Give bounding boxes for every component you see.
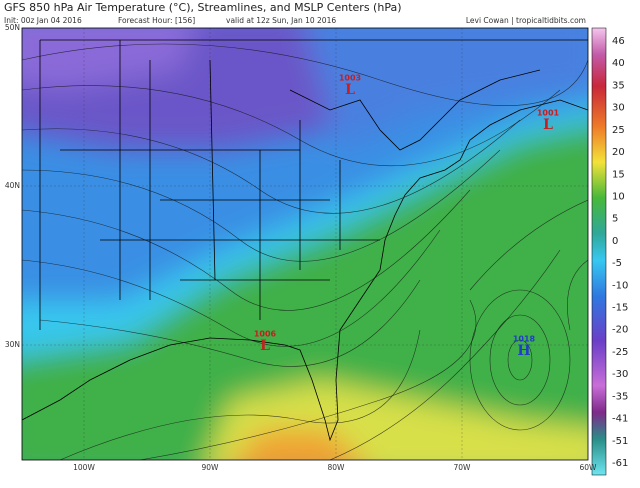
colorbar-label: 10 bbox=[612, 191, 625, 202]
title: GFS 850 hPa Air Temperature (°C), Stream… bbox=[4, 1, 402, 14]
pressure-symbol: L bbox=[345, 82, 355, 98]
map-frame bbox=[21, 27, 589, 461]
pressure-symbol: H bbox=[517, 343, 530, 359]
init-time: Init: 00z Jan 04 2016 bbox=[4, 16, 82, 25]
latitude-label: 30N bbox=[5, 340, 20, 349]
credit: Levi Cowan | tropicaltidbits.com bbox=[466, 16, 586, 25]
colorbar-label: -51 bbox=[612, 436, 628, 447]
latitude-label: 50N bbox=[5, 23, 20, 32]
colorbar-label: -30 bbox=[612, 369, 628, 380]
colorbar-label: 25 bbox=[612, 125, 625, 136]
longitude-label: 100W bbox=[73, 463, 95, 472]
colorbar-label: 15 bbox=[612, 169, 625, 180]
latitude-label: 40N bbox=[5, 181, 20, 190]
pressure-value: 1003 bbox=[339, 74, 361, 83]
pressure-value: 1018 bbox=[513, 335, 536, 344]
pressure-value: 1001 bbox=[537, 109, 560, 118]
pressure-value: 1006 bbox=[254, 330, 277, 339]
colorbar-label: 30 bbox=[612, 103, 625, 114]
colorbar-label: 5 bbox=[612, 214, 618, 225]
colorbar-label: -15 bbox=[612, 303, 628, 314]
longitude-label: 60W bbox=[580, 463, 598, 472]
colorbar-label: 46 bbox=[612, 36, 625, 47]
pressure-symbol: L bbox=[543, 117, 553, 133]
colorbar bbox=[591, 27, 607, 476]
forecast-hour: Forecast Hour: [156] bbox=[118, 16, 195, 25]
colorbar-label: -25 bbox=[612, 347, 628, 358]
colorbar-label: 0 bbox=[612, 236, 618, 247]
colorbar-label: -61 bbox=[612, 458, 628, 469]
colorbar-label: 20 bbox=[612, 147, 625, 158]
colorbar-label: 40 bbox=[612, 58, 625, 69]
longitude-label: 70W bbox=[454, 463, 472, 472]
colorbar-label: 35 bbox=[612, 80, 625, 91]
longitude-label: 90W bbox=[202, 463, 220, 472]
colorbar-label: -20 bbox=[612, 325, 628, 336]
colorbar-label: -41 bbox=[612, 414, 628, 425]
colorbar-label: -5 bbox=[612, 258, 622, 269]
valid-time: valid at 12z Sun, Jan 10 2016 bbox=[226, 16, 336, 25]
colorbar-label: -35 bbox=[612, 391, 628, 402]
colorbar-label: -10 bbox=[612, 280, 628, 291]
pressure-symbol: L bbox=[260, 338, 270, 354]
streamlines bbox=[22, 43, 588, 460]
map-field bbox=[22, 28, 588, 460]
longitude-label: 80W bbox=[328, 463, 346, 472]
